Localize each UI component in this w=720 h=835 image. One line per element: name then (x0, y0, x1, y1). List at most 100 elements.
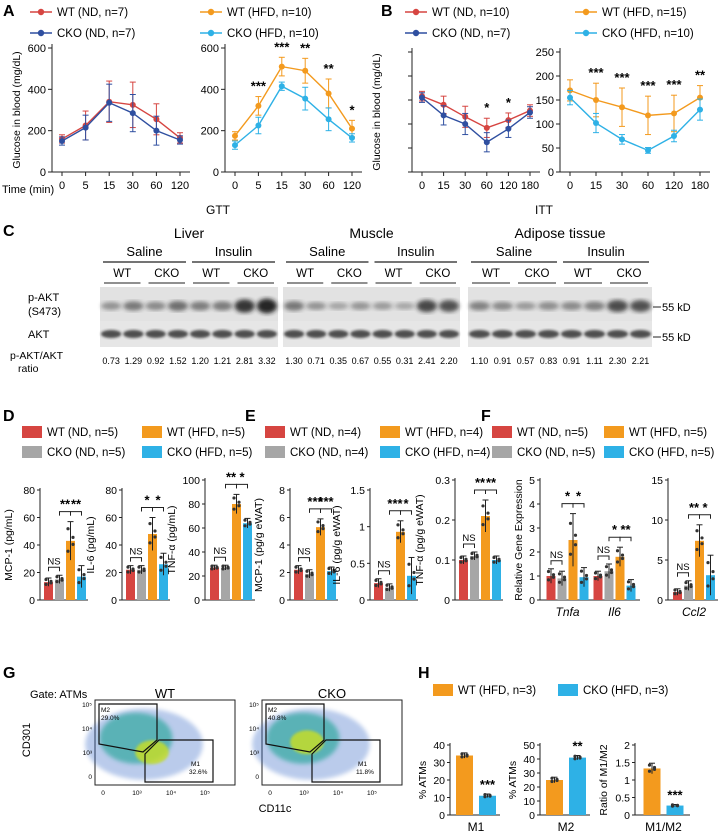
data-dot (379, 582, 383, 586)
data-dot (568, 552, 573, 556)
data-dot (316, 520, 320, 524)
y-tick-label: 2 (279, 568, 285, 580)
chart-d-mcp1: 0 20 40 60 80 MCP-1 (pg/mL) NS ** ** (3, 485, 88, 607)
group-label: Il6 (608, 605, 621, 619)
significance-label: ** (226, 469, 237, 484)
data-point (483, 124, 490, 131)
data-dot (579, 580, 584, 584)
significance-star: * (484, 100, 490, 115)
data-dot (44, 577, 48, 582)
significance-label: NS (377, 560, 390, 571)
gate-m2-label: M2 (101, 707, 110, 714)
data-point (153, 127, 160, 134)
data-dot (159, 555, 163, 559)
genotype-label: WT (385, 268, 403, 280)
significance-star: *** (614, 70, 630, 85)
bar (44, 582, 53, 600)
gtt-label: GTT (206, 203, 231, 217)
y-tick-label: 1 (529, 571, 535, 583)
legend-swatch (380, 426, 400, 438)
y-tick-label: 80 (23, 485, 35, 497)
bar (385, 587, 394, 600)
genotype-label: WT (202, 268, 220, 280)
y-tick-label: 10 (433, 793, 445, 805)
bar (666, 805, 684, 815)
bar (643, 768, 661, 815)
significance-star: ** (695, 68, 706, 83)
y-tick-label: 0.1 (435, 555, 450, 567)
y-tick-label: 0 (529, 810, 535, 822)
legend-marker (37, 8, 45, 16)
pakt-band (372, 302, 393, 310)
data-point (59, 138, 65, 144)
data-dot (164, 560, 168, 564)
panel-letter-e: E (245, 408, 256, 425)
akt-band (212, 330, 233, 338)
legend-marker (37, 29, 45, 37)
data-dot (137, 570, 141, 574)
pakt-band (123, 301, 144, 311)
significance-label: NS (47, 556, 60, 567)
x-tick-label: 180 (521, 180, 539, 192)
bar (546, 780, 563, 815)
data-dot (294, 570, 298, 574)
x-tick-label: 30 (127, 180, 139, 192)
legend-swatch (492, 426, 512, 438)
data-dot (647, 769, 652, 773)
significance-label: NS (297, 547, 310, 558)
legend-panel-e: WT (ND, n=4) WT (HFD, n=4) CKO (ND, n=4) CK… (265, 426, 490, 459)
legend-label: WT (HFD, n=5) (629, 427, 707, 439)
data-dot (460, 755, 464, 759)
data-dot (316, 529, 320, 534)
flow-x-tick: 10⁵ (200, 790, 210, 797)
significance-label: NS (676, 562, 689, 573)
data-dot (55, 575, 59, 579)
data-point (82, 124, 89, 131)
y-tick-label: 100 (182, 475, 200, 487)
x-tick-label: 60 (642, 180, 654, 192)
significance-bracket (597, 555, 610, 560)
data-dot (126, 565, 130, 569)
data-dot (550, 779, 554, 784)
western-blot: Liver Saline WT CKO Insulin WT CKO 0.73 1.29 0.92… (10, 225, 691, 375)
data-dot (210, 567, 214, 571)
chart-gtt-nd: 0 200 400 600 0 5 15 30 60 120 Glucose in blood (m… (11, 43, 190, 192)
data-dot (546, 578, 551, 582)
akt-band (492, 330, 513, 338)
panel-letter-f: F (481, 408, 491, 425)
data-dot (321, 524, 325, 528)
data-dot (620, 553, 625, 557)
flow-y-tick: 0 (255, 774, 259, 781)
significance-star: ** (300, 40, 311, 55)
data-dot (221, 564, 225, 568)
legend-label: CKO (HFD, n=10) (602, 28, 694, 40)
y-tick-label: 0 (657, 595, 663, 607)
data-dot (470, 556, 474, 560)
significance-bracket (141, 507, 153, 512)
y-axis-label: MCP-1 (pg/mL) (3, 509, 15, 581)
data-dot (706, 584, 710, 588)
significance-label: ** (475, 475, 486, 490)
data-dot (593, 571, 598, 575)
legend-label: WT (ND, n=7) (57, 7, 128, 19)
panel-letter-d: D (3, 408, 15, 425)
panel-letter-a: A (3, 3, 15, 20)
data-dot (374, 583, 378, 588)
bar (626, 585, 636, 600)
bar (305, 573, 314, 600)
pakt-band (584, 301, 605, 311)
y-tick-label: 0.2 (435, 515, 450, 527)
gate-label: Gate: ATMs (30, 689, 88, 701)
y-tick-label: 40 (23, 540, 35, 552)
y-tick-label: 1.5 (615, 758, 630, 770)
series-line (61, 101, 181, 142)
data-dot (60, 578, 64, 582)
bar (546, 576, 556, 600)
chart-itt-nd: 0 15 30 60 120 180 Glucose in blood (mg/dL) * * (371, 48, 540, 192)
panel-letter-b: B (381, 3, 393, 20)
y-tick-label: 0 (194, 595, 200, 607)
bar (569, 757, 586, 815)
data-dot (475, 555, 479, 559)
data-dot (555, 778, 559, 783)
